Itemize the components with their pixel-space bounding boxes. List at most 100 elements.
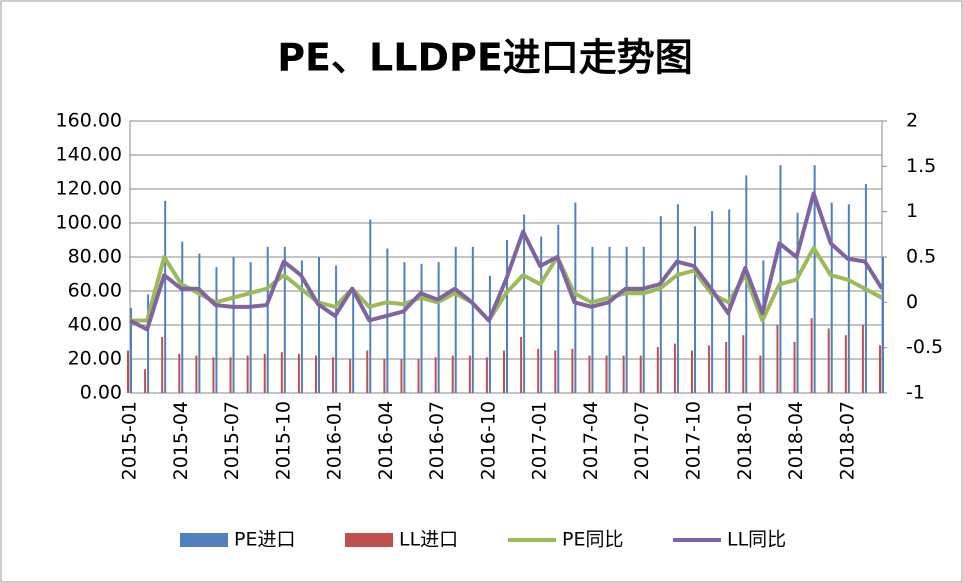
legend-swatch — [180, 533, 228, 547]
bar — [554, 350, 557, 393]
x-tick-label: 2015-01 — [119, 401, 141, 480]
bar — [383, 359, 386, 393]
bar — [249, 262, 252, 393]
y-tick-label: 100.00 — [56, 212, 122, 234]
bar — [762, 260, 765, 393]
x-tick-label: 2018-04 — [785, 401, 807, 480]
y2-tick-label: 1 — [906, 200, 918, 222]
bar — [691, 350, 693, 393]
bar — [144, 369, 147, 393]
x-tick-label: 2016-04 — [375, 401, 397, 480]
bar — [315, 355, 317, 393]
bar — [847, 204, 850, 393]
bar — [386, 248, 389, 393]
y2-tick-label: -1 — [906, 382, 925, 404]
x-tick-label: 2017-07 — [631, 401, 653, 480]
bar — [656, 347, 659, 393]
bar — [181, 241, 184, 393]
bar — [212, 357, 215, 393]
bar — [642, 246, 645, 393]
bar — [198, 253, 201, 393]
bar — [335, 265, 338, 393]
bar — [588, 355, 591, 393]
bar — [283, 246, 286, 393]
bar — [195, 355, 198, 393]
bar — [708, 345, 711, 393]
bar — [232, 257, 235, 393]
x-tick-label: 2017-10 — [683, 401, 705, 480]
chart-title: PE、LLDPE进口走势图 — [277, 36, 693, 80]
bar — [625, 246, 628, 393]
bar — [813, 165, 816, 393]
legend-label: LL同比 — [727, 529, 786, 551]
bar — [332, 357, 335, 393]
y-tick-label: 60.00 — [68, 280, 122, 302]
bar — [349, 359, 352, 393]
bar — [574, 202, 577, 393]
bar — [434, 357, 437, 393]
bar — [300, 260, 303, 393]
y-tick-label: 0.00 — [80, 382, 122, 404]
bar — [266, 246, 269, 393]
bar — [178, 353, 181, 393]
x-tick-label: 2015-10 — [272, 401, 294, 480]
legend-swatch — [345, 533, 393, 547]
bar — [318, 257, 320, 393]
bar — [366, 350, 369, 393]
bar — [451, 355, 454, 393]
bar — [882, 257, 884, 393]
bar — [164, 200, 167, 393]
y2-tick-label: 2 — [906, 110, 918, 132]
bar — [420, 263, 423, 393]
bar — [557, 224, 560, 393]
bar — [523, 214, 526, 393]
bar — [471, 246, 474, 393]
bar — [861, 325, 864, 393]
bar — [161, 336, 164, 393]
y-tick-label: 20.00 — [68, 348, 122, 370]
line-series — [130, 245, 883, 323]
bar — [659, 216, 662, 393]
bar — [400, 359, 403, 393]
x-tick-label: 2017-01 — [529, 401, 551, 480]
bar — [571, 348, 574, 393]
bar — [468, 355, 471, 393]
bar — [622, 355, 625, 393]
bar — [437, 262, 440, 393]
bar — [520, 336, 523, 393]
legend-label: LL进口 — [399, 529, 458, 551]
y-tick-label: 80.00 — [68, 246, 122, 268]
bar — [215, 267, 218, 393]
bar — [246, 355, 249, 393]
bar — [280, 352, 283, 393]
y-tick-label: 40.00 — [68, 314, 122, 336]
bar — [297, 353, 300, 393]
bar — [417, 359, 420, 393]
y2-tick-label: 0 — [906, 291, 918, 313]
legend-label: PE进口 — [234, 529, 295, 551]
bar — [608, 246, 611, 393]
bar — [130, 308, 132, 393]
y2-tick-label: 1.5 — [906, 155, 936, 177]
bar — [810, 318, 813, 393]
bar — [725, 342, 728, 393]
y2-tick-label: -0.5 — [906, 336, 943, 358]
bar — [605, 355, 608, 393]
x-tick-label: 2018-01 — [734, 401, 756, 480]
bar — [779, 165, 782, 393]
bar — [229, 357, 232, 393]
bar — [827, 328, 830, 393]
y2-tick-label: 0.5 — [906, 246, 936, 268]
bar — [352, 287, 355, 393]
bar — [844, 335, 847, 393]
bar — [776, 325, 779, 393]
bar — [147, 294, 150, 393]
bar — [454, 246, 457, 393]
bar — [537, 348, 540, 393]
bar — [830, 202, 833, 393]
bar — [591, 246, 594, 393]
x-tick-label: 2016-07 — [426, 401, 448, 480]
line-series — [129, 191, 884, 332]
bar — [485, 357, 488, 393]
